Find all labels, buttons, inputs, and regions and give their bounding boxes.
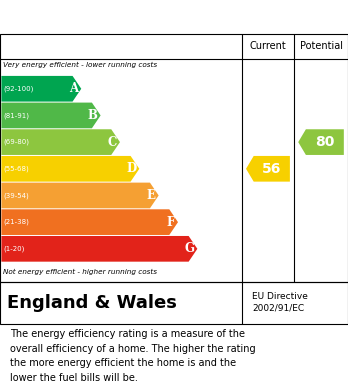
- Text: Not energy efficient - higher running costs: Not energy efficient - higher running co…: [3, 269, 158, 274]
- Text: E: E: [147, 189, 156, 202]
- Text: (92-100): (92-100): [3, 86, 34, 92]
- Text: (1-20): (1-20): [3, 246, 25, 252]
- Text: (21-38): (21-38): [3, 219, 29, 225]
- Text: D: D: [126, 162, 136, 175]
- Polygon shape: [1, 209, 178, 235]
- Text: Very energy efficient - lower running costs: Very energy efficient - lower running co…: [3, 62, 158, 68]
- Polygon shape: [1, 236, 197, 262]
- Text: G: G: [184, 242, 195, 255]
- Text: The energy efficiency rating is a measure of the
overall efficiency of a home. T: The energy efficiency rating is a measur…: [10, 329, 256, 382]
- Text: EU Directive
2002/91/EC: EU Directive 2002/91/EC: [252, 292, 308, 312]
- Text: B: B: [88, 109, 98, 122]
- Polygon shape: [246, 156, 290, 182]
- Text: Potential: Potential: [300, 41, 342, 51]
- Polygon shape: [1, 156, 139, 182]
- Text: England & Wales: England & Wales: [7, 294, 177, 312]
- Text: A: A: [69, 82, 78, 95]
- Text: (39-54): (39-54): [3, 192, 29, 199]
- Polygon shape: [1, 76, 81, 102]
- Text: (55-68): (55-68): [3, 165, 29, 172]
- Text: Energy Efficiency Rating: Energy Efficiency Rating: [10, 9, 220, 25]
- Text: 56: 56: [262, 162, 281, 176]
- Text: (69-80): (69-80): [3, 139, 30, 145]
- Polygon shape: [1, 102, 101, 128]
- Text: 80: 80: [315, 135, 334, 149]
- Text: F: F: [167, 216, 175, 229]
- Text: C: C: [108, 136, 117, 149]
- Polygon shape: [1, 183, 159, 208]
- Text: (81-91): (81-91): [3, 112, 30, 119]
- Polygon shape: [298, 129, 344, 155]
- Polygon shape: [1, 129, 120, 155]
- Text: Current: Current: [250, 41, 286, 51]
